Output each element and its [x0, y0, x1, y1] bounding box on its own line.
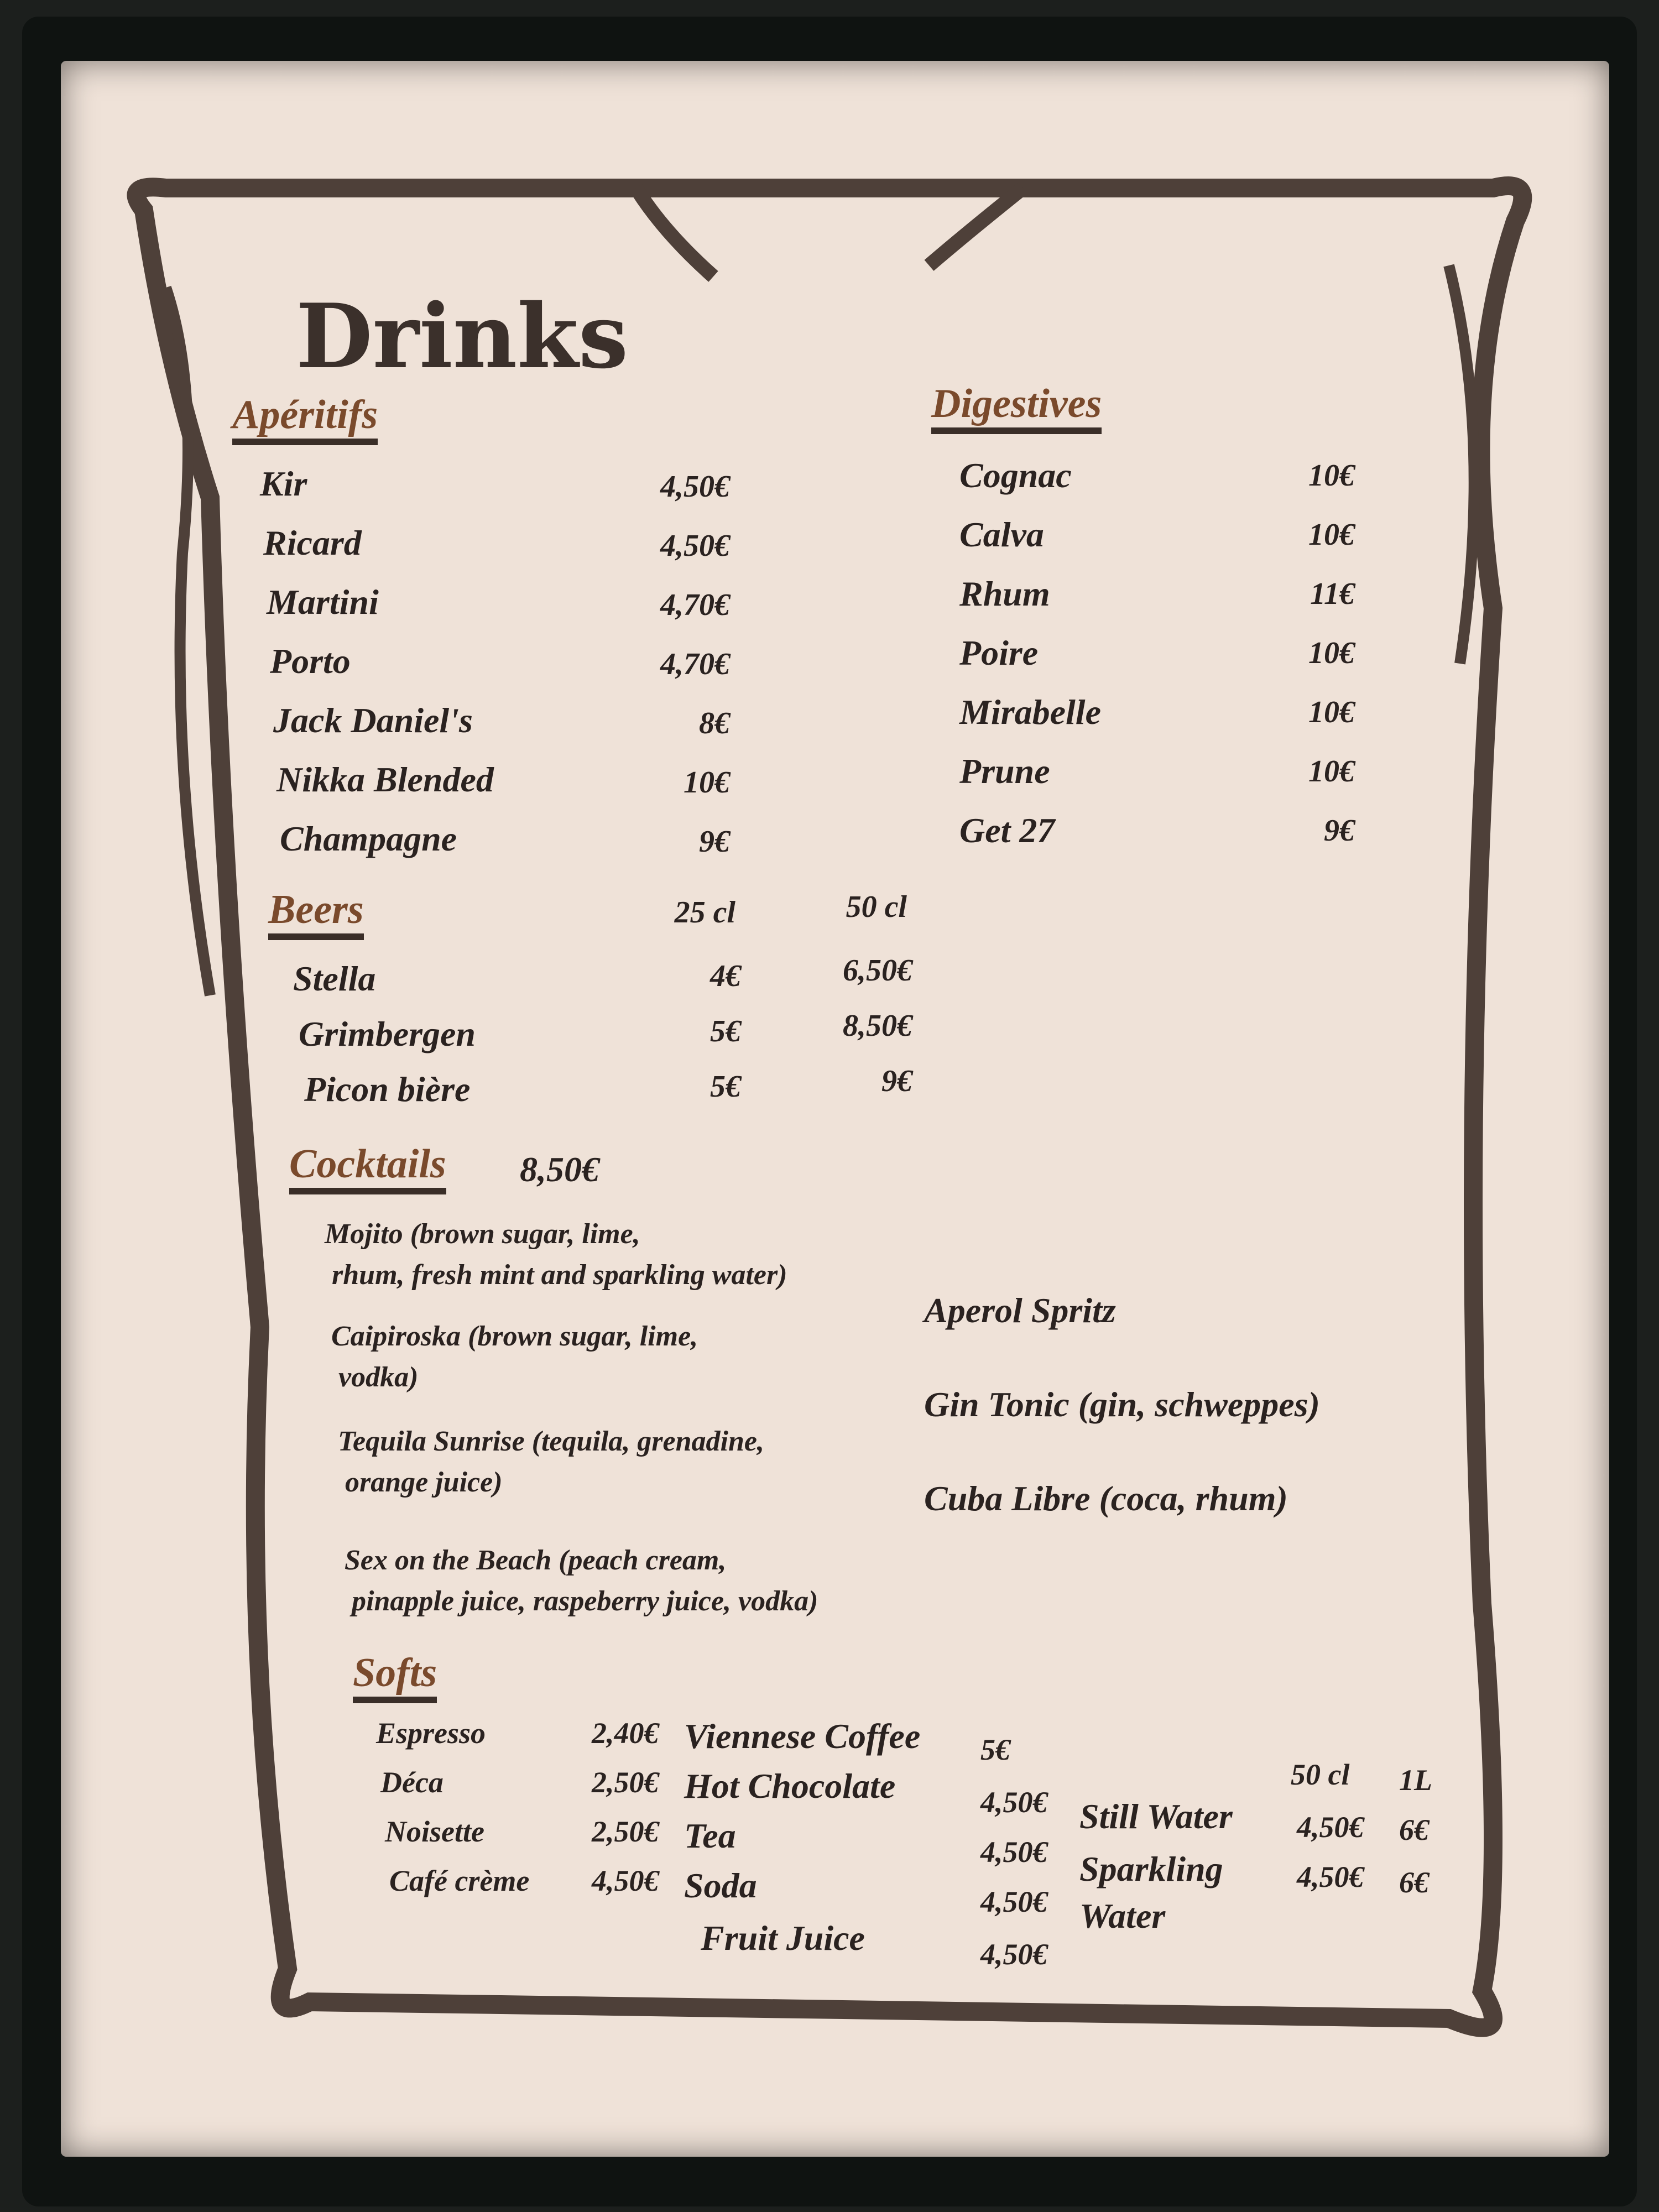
aperitif-name: Nikka Blended	[276, 760, 494, 799]
aperitif-price: 9€	[699, 825, 730, 859]
aperitif-price: 10€	[684, 765, 730, 800]
soft-name: Hot Chocolate	[684, 1766, 896, 1806]
beers-heading: Beers	[268, 887, 364, 941]
aperitif-price: 4,70€	[660, 588, 730, 622]
digestive-name: Cognac	[959, 456, 1072, 495]
digestive-price: 10€	[1308, 458, 1355, 493]
beer-price-large: 6,50€	[843, 953, 912, 988]
still-water: Still Water	[1079, 1797, 1233, 1836]
digestive-price: 11€	[1310, 577, 1355, 611]
soft-price: 4,50€	[592, 1864, 659, 1897]
soft-price: 2,40€	[592, 1717, 659, 1750]
aperitif-name: Jack Daniel's	[273, 701, 473, 740]
digestive-name: Poire	[959, 633, 1039, 672]
aperitif-price: 4,50€	[660, 469, 730, 504]
aperitif-price: 8€	[699, 706, 730, 740]
digestive-name: Rhum	[959, 574, 1050, 613]
digestive-name: Get 27	[959, 811, 1055, 850]
digestive-name: Mirabelle	[959, 692, 1101, 732]
cocktail-name: Tequila Sunrise (tequila, grenadine,	[338, 1426, 764, 1457]
cocktail-ingredients: orange juice)	[345, 1467, 503, 1498]
soft-price: 2,50€	[592, 1815, 659, 1848]
cocktail-ingredients: pinapple juice, raspeberry juice, vodka)	[352, 1585, 818, 1617]
soft-price: 2,50€	[592, 1766, 659, 1799]
cocktail-name: Caipiroska (brown sugar, lime,	[331, 1321, 698, 1352]
sparkling-water-50cl: 4,50€	[1297, 1860, 1364, 1893]
aperitifs-heading: Apéritifs	[232, 392, 378, 446]
sparkling-water-1l: 6€	[1399, 1866, 1429, 1899]
soft-price: 4,50€	[980, 1786, 1048, 1819]
sparkling-water: Sparkling	[1079, 1849, 1223, 1888]
aperitif-name: Porto	[270, 641, 351, 681]
soft-name: Noisette	[385, 1815, 484, 1848]
aperitif-name: Martini	[267, 582, 379, 622]
soft-name: Espresso	[376, 1717, 486, 1750]
digestive-name: Prune	[959, 752, 1050, 791]
beer-name: Stella	[293, 959, 376, 998]
beer-price-small: 5€	[710, 1014, 741, 1048]
beer-name: Grimbergen	[299, 1014, 476, 1053]
cocktail-name: Gin Tonic (gin, schweppes)	[924, 1385, 1320, 1424]
cocktails-price: 8,50€	[520, 1150, 599, 1189]
sparkling-water-line2: Water	[1079, 1896, 1166, 1936]
cocktail-name: Mojito (brown sugar, lime,	[325, 1218, 640, 1250]
beer-price-large: 9€	[881, 1064, 912, 1098]
digestive-price: 10€	[1308, 695, 1355, 729]
digestive-price: 10€	[1308, 636, 1355, 670]
beer-price-small: 4€	[710, 959, 741, 993]
aperitif-name: Champagne	[280, 819, 457, 858]
still-water-1l: 6€	[1399, 1813, 1429, 1846]
digestive-price: 10€	[1308, 754, 1355, 789]
aperitif-name: Kir	[260, 464, 307, 503]
digestive-price: 10€	[1308, 518, 1355, 552]
soft-name: Viennese Coffee	[684, 1717, 921, 1756]
water-size-small: 50 cl	[1291, 1758, 1350, 1791]
menu-page	[61, 61, 1609, 2157]
cocktail-name: Cuba Libre (coca, rhum)	[924, 1479, 1288, 1518]
soft-price: 5€	[980, 1733, 1010, 1766]
water-size-large: 1L	[1399, 1764, 1432, 1797]
still-water-50cl: 4,50€	[1297, 1811, 1364, 1844]
beer-size-small: 25 cl	[674, 895, 735, 930]
beer-name: Picon bière	[304, 1070, 471, 1109]
soft-name: Café crème	[389, 1864, 530, 1897]
soft-name: Tea	[684, 1816, 736, 1855]
aperitif-price: 4,70€	[660, 647, 730, 681]
beer-size-large: 50 cl	[846, 890, 907, 924]
soft-name: Déca	[380, 1766, 444, 1799]
cocktail-ingredients: vodka)	[338, 1361, 419, 1393]
menu-title: Drinks	[296, 284, 629, 388]
cocktail-name: Sex on the Beach (peach cream,	[345, 1545, 727, 1576]
soft-price: 4,50€	[980, 1885, 1048, 1918]
softs-heading: Softs	[353, 1650, 437, 1704]
digestive-price: 9€	[1324, 813, 1355, 848]
cocktail-name: Aperol Spritz	[924, 1291, 1116, 1330]
cocktail-ingredients: rhum, fresh mint and sparkling water)	[332, 1259, 787, 1291]
soft-price: 4,50€	[980, 1835, 1048, 1869]
soft-price: 4,50€	[980, 1938, 1048, 1971]
aperitif-price: 4,50€	[660, 529, 730, 563]
cocktails-heading: Cocktails	[289, 1141, 446, 1195]
beer-price-large: 8,50€	[843, 1009, 912, 1043]
digestive-name: Calva	[959, 515, 1044, 554]
soft-name: Fruit Juice	[701, 1918, 865, 1958]
soft-name: Soda	[684, 1866, 757, 1905]
beer-price-small: 5€	[710, 1070, 741, 1104]
digestives-heading: Digestives	[931, 381, 1102, 435]
aperitif-name: Ricard	[263, 523, 362, 562]
